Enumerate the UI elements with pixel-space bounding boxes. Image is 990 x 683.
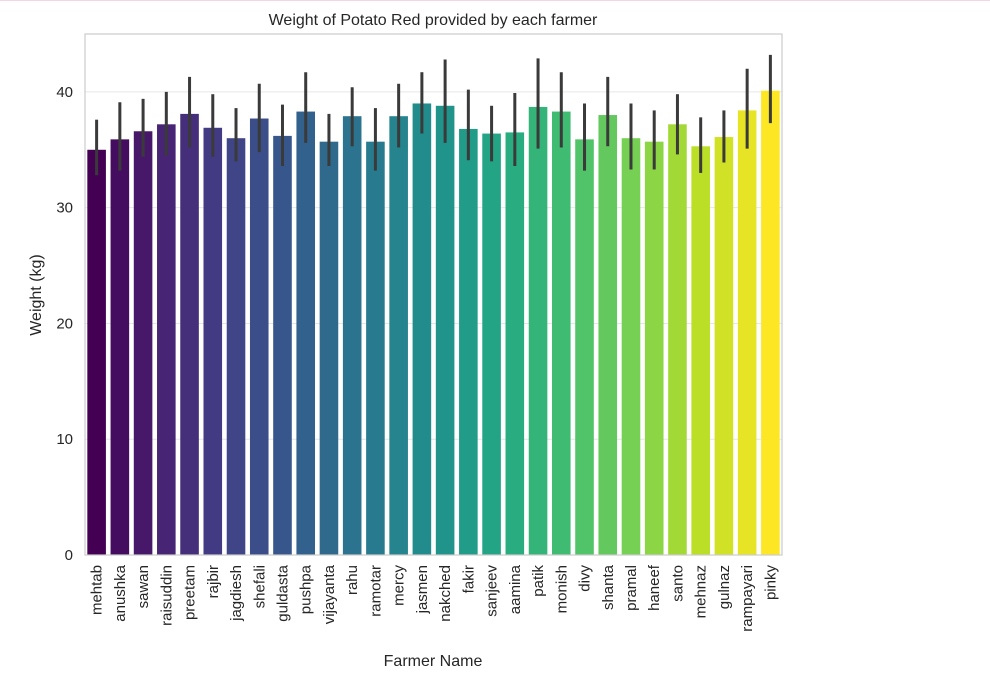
x-axis-title: Farmer Name <box>384 653 483 670</box>
bar <box>366 141 385 555</box>
x-tick-label: ramotar <box>367 565 384 617</box>
x-tick-label: rajbir <box>205 565 222 598</box>
x-tick-label: pushpa <box>298 564 315 614</box>
bar <box>761 90 780 555</box>
bar <box>319 141 339 555</box>
bar <box>644 141 664 555</box>
bar <box>714 137 734 555</box>
x-tick-label: aamina <box>507 564 524 614</box>
x-tick-label: mehnaz <box>693 565 710 618</box>
top-divider <box>0 0 990 1</box>
x-tick-label: pinky <box>762 565 779 601</box>
x-tick-label: monish <box>553 565 570 613</box>
y-tick-label: 10 <box>56 431 73 448</box>
bar <box>87 149 106 555</box>
x-tick-label: sawan <box>135 565 152 608</box>
bar <box>505 132 525 555</box>
x-tick-labels: mehtab anushka sawan raisuddin preetam rajbir… <box>89 564 780 632</box>
x-tick-label: divy <box>577 565 594 592</box>
x-tick-label: shefali <box>251 565 268 608</box>
x-tick-label: mercy <box>391 565 408 606</box>
x-tick-label: raisuddin <box>158 565 175 626</box>
x-tick-label: mehtab <box>89 565 106 615</box>
y-tick-label: 20 <box>56 315 73 332</box>
error-bars <box>95 54 772 176</box>
bar <box>273 135 292 555</box>
x-tick-label: vijayanta <box>321 564 338 624</box>
bars <box>87 90 780 556</box>
y-tick-label: 40 <box>56 84 73 101</box>
bar <box>459 128 478 555</box>
x-tick-label: jasmen <box>414 565 431 614</box>
bar <box>737 110 757 555</box>
x-tick-label: nakched <box>437 565 454 622</box>
x-tick-label: guldasta <box>274 564 291 621</box>
bar <box>296 111 316 556</box>
x-tick-label: jagdiesh <box>228 565 245 622</box>
x-tick-label: pramal <box>623 565 640 611</box>
x-tick-label: sanjeev <box>484 565 501 617</box>
bar <box>575 139 594 555</box>
x-tick-label: rahu <box>344 565 361 595</box>
bar <box>668 124 687 555</box>
x-tick-label: shanta <box>600 564 617 610</box>
bar <box>226 138 246 555</box>
x-tick-label: santo <box>669 565 686 602</box>
bar <box>551 111 571 556</box>
bar <box>342 116 362 556</box>
bar <box>598 115 618 556</box>
plot-frame <box>84 33 783 556</box>
y-axis-title: Weight (kg) <box>28 254 45 336</box>
bar <box>110 139 130 555</box>
x-tick-label: gulnaz <box>716 565 733 609</box>
x-tick-label: haneef <box>646 564 663 611</box>
bar <box>482 133 501 555</box>
bar <box>621 138 641 555</box>
bar <box>389 116 408 556</box>
bar <box>203 127 223 555</box>
x-tick-label: preetam <box>182 565 199 620</box>
bar <box>249 118 269 556</box>
chart-title: Weight of Potato Red provided by each fa… <box>269 12 598 29</box>
y-tick-label: 0 <box>65 547 73 564</box>
bar <box>691 146 710 555</box>
bar <box>435 105 455 555</box>
bar <box>157 124 176 555</box>
y-tick-label: 30 <box>56 200 73 217</box>
bar <box>412 103 432 555</box>
bar <box>528 106 548 555</box>
bar <box>180 113 199 556</box>
bar <box>133 131 153 555</box>
x-tick-label: fakir <box>460 565 477 593</box>
x-tick-label: anushka <box>112 564 129 621</box>
y-tick-labels: 0 10 20 30 40 <box>56 84 73 564</box>
x-tick-label: rampayari <box>739 565 756 632</box>
x-tick-label: patik <box>530 565 547 597</box>
